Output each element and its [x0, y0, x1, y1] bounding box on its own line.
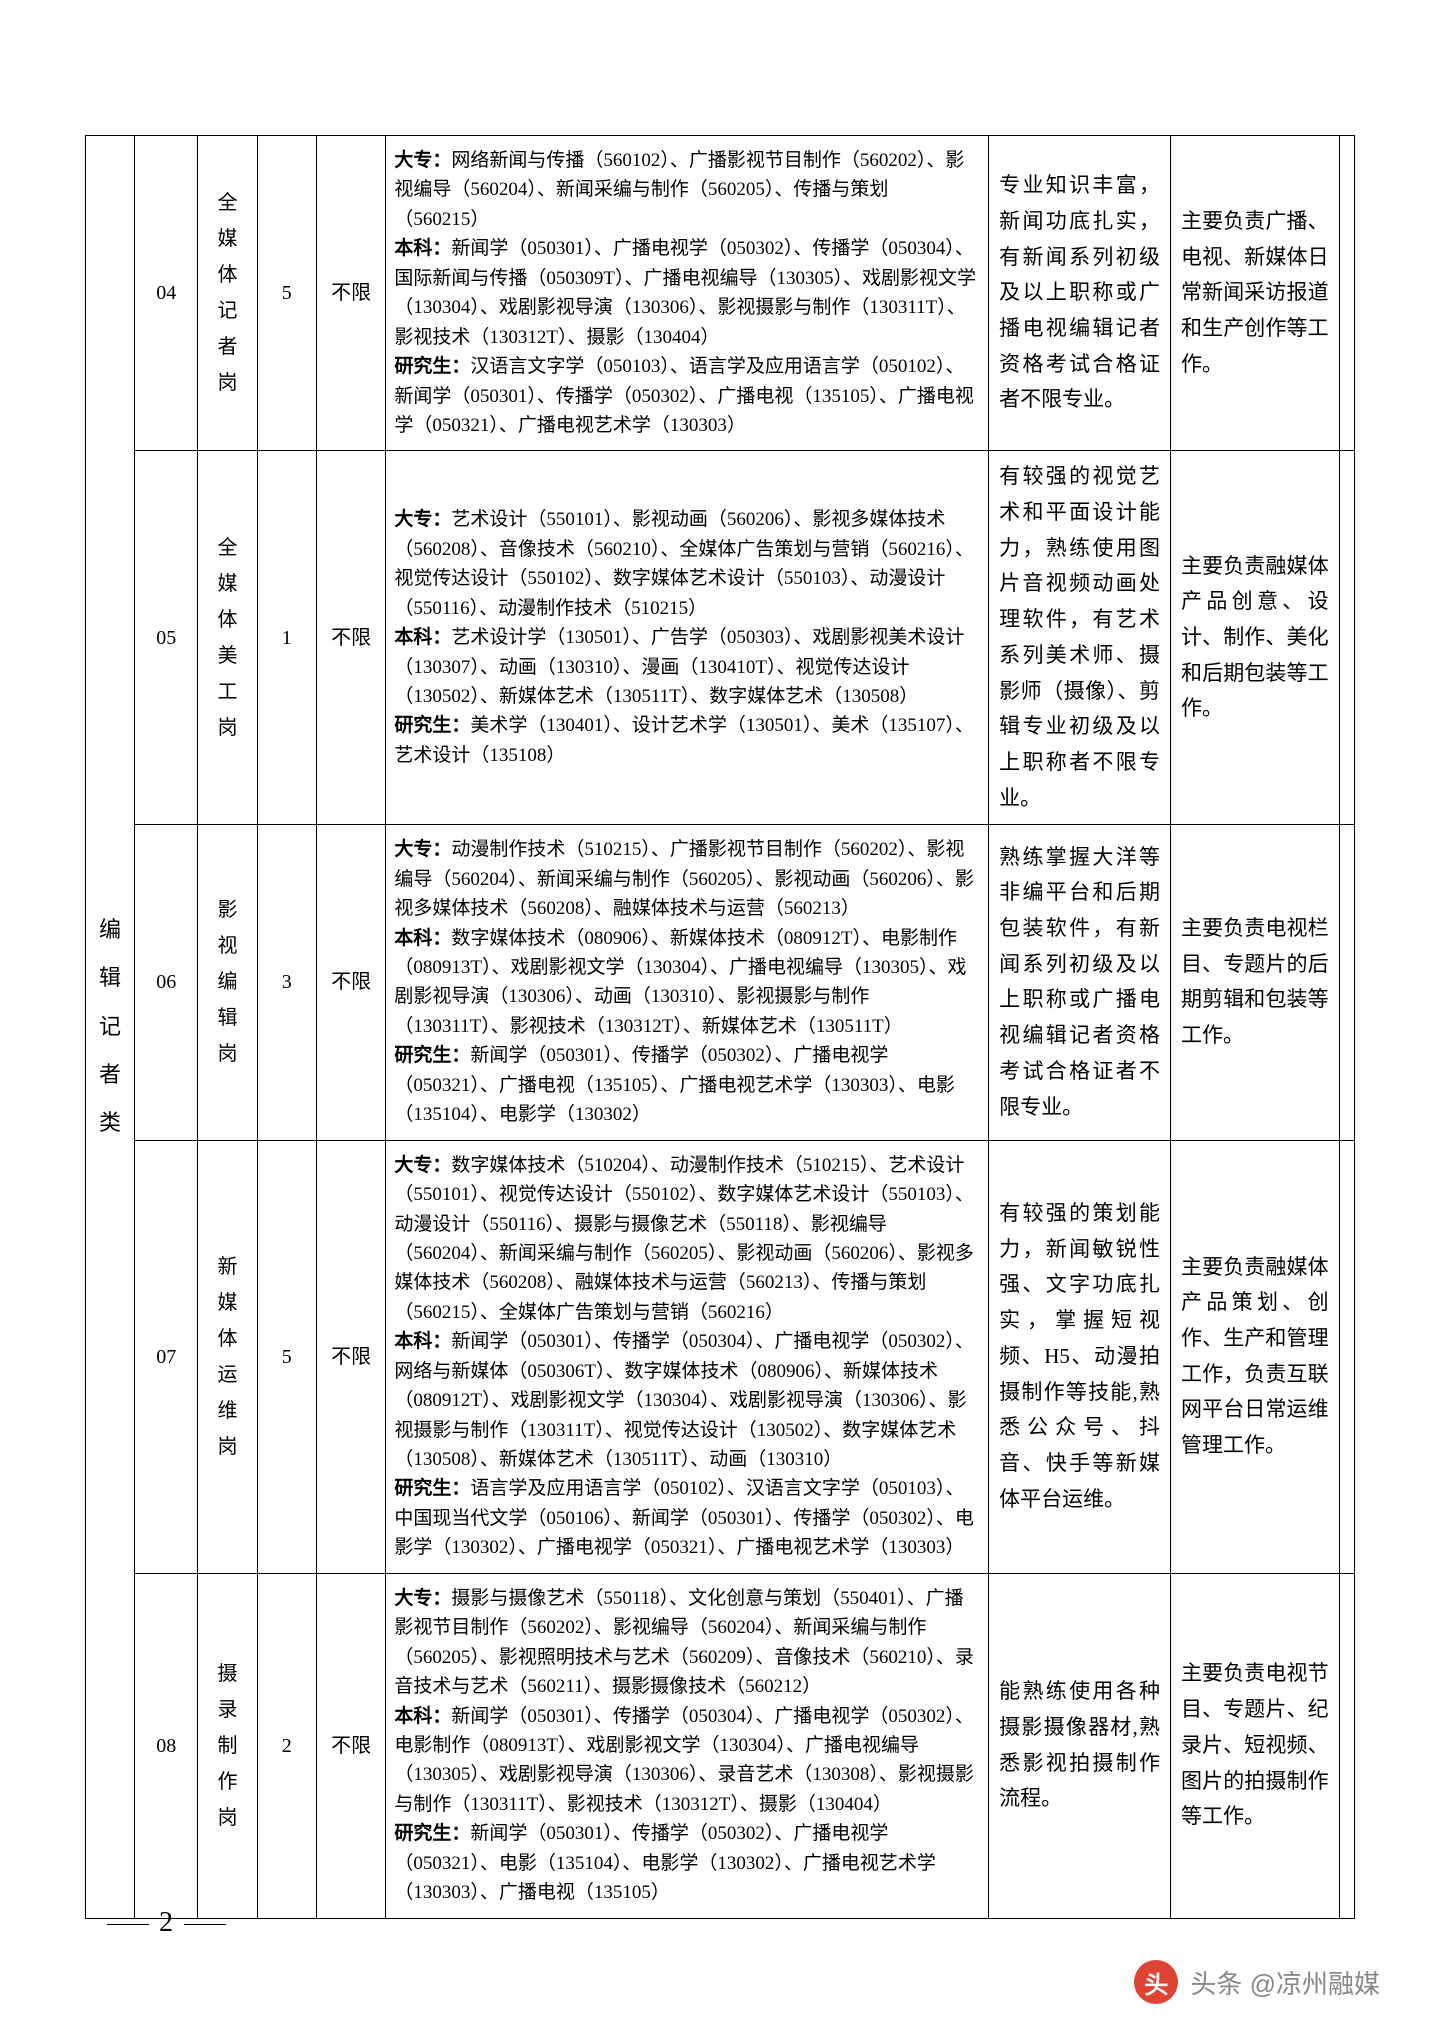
count-cell: 3 [257, 825, 316, 1140]
empty-cell [1339, 451, 1354, 825]
requirement-cell: 熟练掌握大洋等非编平台和后期包装软件，有新闻系列初级及以上职称或广播电视编辑记者… [989, 825, 1171, 1140]
position-cell: 影视编辑岗 [198, 825, 257, 1140]
limit-cell: 不限 [316, 1140, 385, 1573]
major-cell: 大专：数字媒体技术（510204）、动漫制作技术（510215）、艺术设计（55… [386, 1140, 989, 1573]
category-cell: 编辑记者类 [86, 136, 135, 1919]
table-row: 06影视编辑岗3不限大专：动漫制作技术（510215）、广播影视节目制作（560… [86, 825, 1355, 1140]
requirement-cell: 能熟练使用各种摄影摄像器材,熟悉影视拍摄制作流程。 [989, 1573, 1171, 1918]
limit-cell: 不限 [316, 136, 385, 451]
code-cell: 04 [135, 136, 198, 451]
duty-cell: 主要负责融媒体产品策划、创作、生产和管理工作，负责互联网平台日常运维管理工作。 [1171, 1140, 1340, 1573]
page-number: 2 [105, 1907, 228, 1939]
position-cell: 新媒体运维岗 [198, 1140, 257, 1573]
watermark-text: 头条 @凉州融媒 [1190, 1964, 1380, 2001]
table-row: 08摄录制作岗2不限大专：摄影与摄像艺术（550118）、文化创意与策划（550… [86, 1573, 1355, 1918]
watermark: 头 头条 @凉州融媒 [1134, 1960, 1380, 2004]
position-cell: 摄录制作岗 [198, 1573, 257, 1918]
empty-cell [1339, 1573, 1354, 1918]
count-cell: 2 [257, 1573, 316, 1918]
code-cell: 07 [135, 1140, 198, 1573]
requirement-cell: 有较强的视觉艺术和平面设计能力，熟练使用图片音视频动画处理软件，有艺术系列美术师… [989, 451, 1171, 825]
table-row: 07新媒体运维岗5不限大专：数字媒体技术（510204）、动漫制作技术（5102… [86, 1140, 1355, 1573]
table-row: 05全媒体美工岗1不限大专：艺术设计（550101）、影视动画（560206）、… [86, 451, 1355, 825]
recruitment-table: 编辑记者类04全媒体记者岗5不限大专：网络新闻与传播（560102）、广播影视节… [85, 135, 1355, 1919]
position-cell: 全媒体美工岗 [198, 451, 257, 825]
major-cell: 大专：艺术设计（550101）、影视动画（560206）、影视多媒体技术（560… [386, 451, 989, 825]
duty-cell: 主要负责融媒体产品创意、设计、制作、美化和后期包装等工作。 [1171, 451, 1340, 825]
empty-cell [1339, 825, 1354, 1140]
code-cell: 08 [135, 1573, 198, 1918]
watermark-logo-icon: 头 [1134, 1960, 1178, 2004]
empty-cell [1339, 136, 1354, 451]
requirement-cell: 有较强的策划能力，新闻敏锐性强、文字功底扎实，掌握短视频、H5、动漫拍摄制作等技… [989, 1140, 1171, 1573]
code-cell: 05 [135, 451, 198, 825]
empty-cell [1339, 1140, 1354, 1573]
count-cell: 5 [257, 1140, 316, 1573]
count-cell: 5 [257, 136, 316, 451]
code-cell: 06 [135, 825, 198, 1140]
limit-cell: 不限 [316, 825, 385, 1140]
count-cell: 1 [257, 451, 316, 825]
requirement-cell: 专业知识丰富，新闻功底扎实，有新闻系列初级及以上职称或广播电视编辑记者资格考试合… [989, 136, 1171, 451]
duty-cell: 主要负责电视节目、专题片、纪录片、短视频、图片的拍摄制作等工作。 [1171, 1573, 1340, 1918]
duty-cell: 主要负责电视栏目、专题片的后期剪辑和包装等工作。 [1171, 825, 1340, 1140]
table-row: 编辑记者类04全媒体记者岗5不限大专：网络新闻与传播（560102）、广播影视节… [86, 136, 1355, 451]
limit-cell: 不限 [316, 1573, 385, 1918]
major-cell: 大专：网络新闻与传播（560102）、广播影视节目制作（560202）、影视编导… [386, 136, 989, 451]
duty-cell: 主要负责广播、电视、新媒体日常新闻采访报道和生产创作等工作。 [1171, 136, 1340, 451]
position-cell: 全媒体记者岗 [198, 136, 257, 451]
limit-cell: 不限 [316, 451, 385, 825]
major-cell: 大专：动漫制作技术（510215）、广播影视节目制作（560202）、影视编导（… [386, 825, 989, 1140]
major-cell: 大专：摄影与摄像艺术（550118）、文化创意与策划（550401）、广播影视节… [386, 1573, 989, 1918]
